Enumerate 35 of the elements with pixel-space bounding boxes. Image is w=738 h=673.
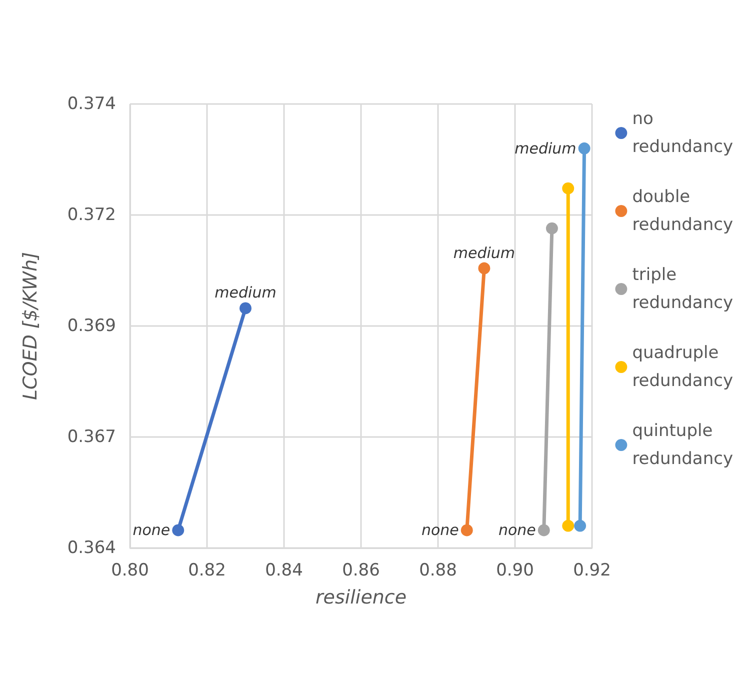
annotation: medium: [514, 139, 576, 158]
point: [240, 302, 252, 314]
x-tick-label: 0.90: [496, 560, 534, 580]
legend-label: triple redundancy: [632, 265, 734, 313]
x-tick-label: 0.80: [111, 560, 149, 580]
y-tick-label: 0.364: [67, 538, 116, 558]
annotation: medium: [453, 244, 516, 262]
annotation: none: [421, 521, 459, 540]
annotation: medium: [214, 284, 276, 302]
point: [460, 524, 473, 536]
legend-label: double redundancy: [632, 187, 734, 235]
point: [478, 262, 490, 274]
legend-label: quadruple redundancy: [632, 343, 734, 391]
y-tick-label: 0.369: [67, 316, 116, 336]
x-tick-label: 0.82: [188, 560, 226, 580]
y-tick-label: 0.372: [67, 205, 116, 225]
x-tick-label: 0.92: [573, 560, 611, 580]
point: [538, 524, 550, 536]
y-tick-label: 0.374: [67, 94, 116, 114]
y-axis-title: LCOED [$/KWh]: [20, 252, 42, 400]
point: [562, 520, 574, 532]
x-axis-title: resilience: [315, 586, 407, 608]
x-tick-label: 0.84: [265, 560, 303, 580]
x-tick-label: 0.86: [342, 560, 380, 580]
annotation: none: [498, 521, 536, 540]
y-tick-label: 0.367: [67, 427, 116, 447]
annotation: none: [132, 521, 170, 540]
legend-label: no redundancy: [632, 109, 734, 157]
point: [574, 520, 586, 532]
x-tick-label: 0.88: [419, 560, 457, 580]
point: [578, 142, 590, 154]
point: [562, 182, 574, 194]
point: [172, 524, 184, 536]
point: [546, 222, 558, 234]
legend-label: quintuple redundancy: [632, 421, 734, 469]
